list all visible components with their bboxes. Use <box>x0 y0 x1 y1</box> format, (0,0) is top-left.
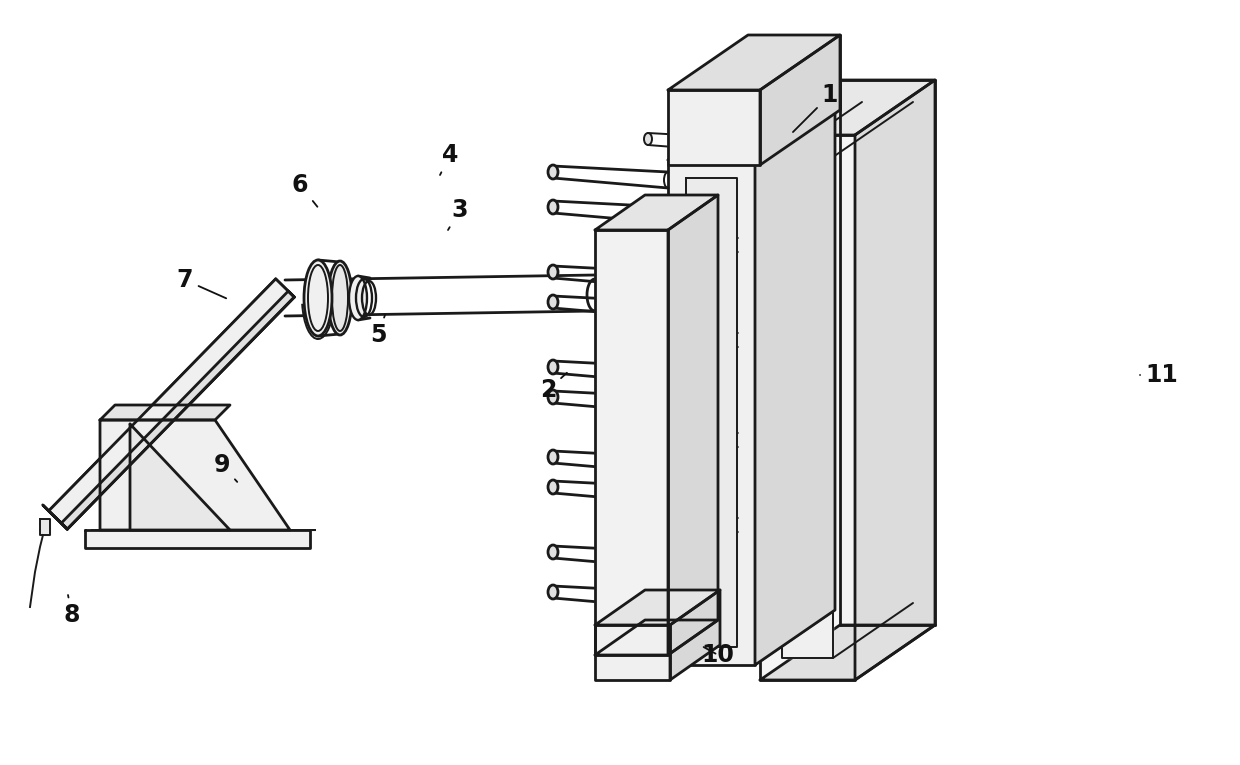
Text: 4: 4 <box>440 143 459 175</box>
Polygon shape <box>595 195 718 230</box>
Text: 1: 1 <box>792 83 838 132</box>
Polygon shape <box>668 160 755 665</box>
Text: 11: 11 <box>1140 363 1178 387</box>
Polygon shape <box>668 105 835 160</box>
Ellipse shape <box>348 276 367 320</box>
Text: 7: 7 <box>177 268 226 298</box>
Polygon shape <box>782 157 833 658</box>
Polygon shape <box>595 620 718 655</box>
Polygon shape <box>670 590 720 680</box>
Polygon shape <box>595 625 670 680</box>
Text: 6: 6 <box>291 173 317 207</box>
Ellipse shape <box>548 585 558 599</box>
Ellipse shape <box>548 360 558 374</box>
Text: 8: 8 <box>63 595 81 627</box>
Ellipse shape <box>644 328 652 340</box>
Polygon shape <box>668 90 760 165</box>
Ellipse shape <box>304 260 332 336</box>
Ellipse shape <box>644 233 652 245</box>
Ellipse shape <box>548 480 558 494</box>
Ellipse shape <box>548 545 558 559</box>
Polygon shape <box>686 178 737 647</box>
Polygon shape <box>760 625 935 680</box>
Polygon shape <box>856 80 935 680</box>
Text: 2: 2 <box>539 373 567 402</box>
Polygon shape <box>42 505 67 529</box>
Polygon shape <box>100 420 290 530</box>
Ellipse shape <box>548 165 558 179</box>
Text: 9: 9 <box>213 453 237 482</box>
Polygon shape <box>668 35 839 90</box>
Ellipse shape <box>644 428 652 440</box>
Ellipse shape <box>644 513 652 525</box>
Ellipse shape <box>548 265 558 279</box>
Polygon shape <box>760 135 856 680</box>
Polygon shape <box>595 230 668 655</box>
Ellipse shape <box>548 295 558 309</box>
Ellipse shape <box>548 450 558 464</box>
Polygon shape <box>755 105 835 665</box>
Polygon shape <box>48 279 294 529</box>
Polygon shape <box>61 291 294 529</box>
Polygon shape <box>760 80 935 135</box>
Polygon shape <box>595 590 720 625</box>
Polygon shape <box>760 35 839 165</box>
Text: 3: 3 <box>448 198 469 230</box>
Polygon shape <box>130 424 229 530</box>
Polygon shape <box>668 195 718 655</box>
Ellipse shape <box>548 390 558 404</box>
Polygon shape <box>86 530 310 548</box>
Text: 10: 10 <box>702 643 734 667</box>
Polygon shape <box>40 519 50 535</box>
Ellipse shape <box>329 261 352 335</box>
Text: 5: 5 <box>370 315 386 347</box>
Polygon shape <box>100 405 229 420</box>
Ellipse shape <box>548 200 558 214</box>
Ellipse shape <box>644 133 652 145</box>
